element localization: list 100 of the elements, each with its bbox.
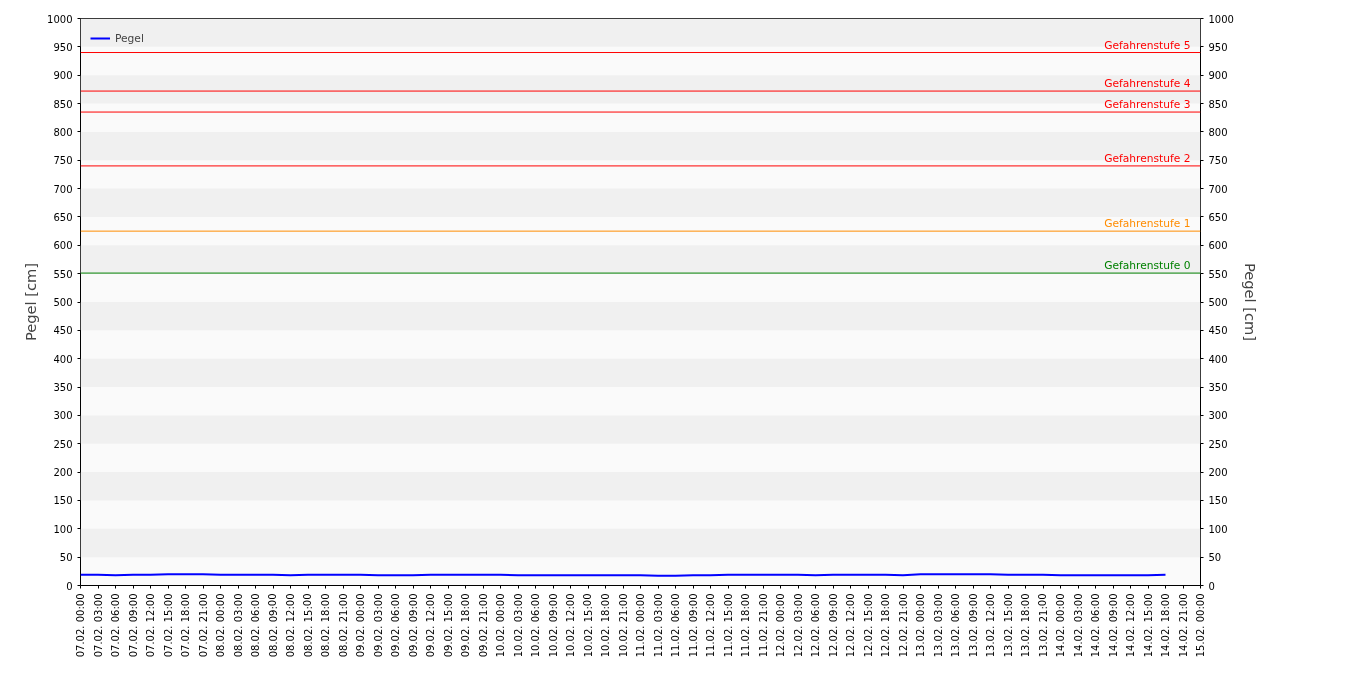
x-tick-label: 11.02. 21:00 [757,593,769,658]
y2-axis-title: Pegel [cm] [1241,262,1259,342]
y-tick-label: 1000 [47,13,73,25]
y-tick-label: 500 [53,297,73,308]
y2-tick-label: 50 [1208,552,1222,564]
x-tick-label: 12.02. 18:00 [880,593,891,658]
x-tick-label: 10.02. 21:00 [617,593,629,658]
y2-tick-label: 800 [1208,126,1228,138]
y-tick-label: 850 [53,98,73,110]
y-tick-label: 0 [66,580,73,592]
x-tick-label: 07.02. 03:00 [92,593,104,658]
y-tick-label: 600 [53,240,73,252]
y2-tick-label: 300 [1208,410,1228,422]
y2-tick-label: 550 [1208,268,1228,280]
y-tick-label: 300 [53,410,73,422]
x-tick-label: 13.02. 03:00 [932,593,944,658]
legend-label: Pegel [115,31,144,45]
y-axis-title: Pegel [cm] [22,262,40,342]
x-tick-label: 14.02. 15:00 [1142,593,1154,658]
y-tick-label: 700 [53,183,73,195]
x-tick-label: 08.02. 18:00 [320,593,331,658]
x-tick-label: 14.02. 12:00 [1125,593,1136,658]
x-tick-label: 07.02. 18:00 [180,593,191,658]
x-tick-label: 12.02. 00:00 [775,593,786,658]
x-tick-label: 12.02. 03:00 [792,593,804,658]
ref-line-label: Gefahrenstufe 5 [1104,38,1191,52]
x-tick-label: 08.02. 03:00 [232,593,244,658]
x-tick-label: 12.02. 15:00 [862,593,874,658]
x-tick-label: 11.02. 15:00 [722,593,734,658]
x-tick-label: 13.02. 18:00 [1020,593,1031,658]
ref-line-label: Gefahrenstufe 1 [1104,217,1191,231]
x-tick-label: 15.02. 00:00 [1195,593,1206,658]
x-tick-label: 07.02. 00:00 [75,593,86,658]
x-tick-label: 13.02. 00:00 [915,593,926,658]
y-tick-label: 550 [53,268,73,280]
x-tick-label: 09.02. 03:00 [372,593,384,658]
y2-tick-label: 500 [1208,297,1228,308]
y-tick-label: 450 [53,325,73,337]
y2-tick-label: 450 [1208,325,1228,337]
x-tick-label: 09.02. 09:00 [407,593,419,658]
x-tick-label: 09.02. 06:00 [390,593,401,658]
x-tick-label: 14.02. 18:00 [1160,593,1171,658]
x-tick-label: 08.02. 12:00 [285,593,296,658]
x-tick-label: 08.02. 15:00 [302,593,314,658]
x-tick-label: 07.02. 15:00 [162,593,174,658]
x-tick-label: 10.02. 18:00 [600,593,611,658]
x-tick-label: 12.02. 12:00 [845,593,856,658]
y-tick-label: 200 [53,467,73,479]
x-tick-label: 13.02. 12:00 [985,593,996,658]
x-tick-label: 09.02. 00:00 [355,593,366,658]
y2-tick-label: 350 [1208,382,1228,394]
x-tick-label: 10.02. 12:00 [565,593,576,658]
y-tick-label: 750 [53,155,73,167]
y-tick-label: 650 [53,211,73,223]
x-tick-label: 13.02. 15:00 [1002,593,1014,658]
ref-line-label: Gefahrenstufe 4 [1104,77,1191,91]
y2-tick-label: 400 [1208,353,1228,365]
y2-tick-label: 100 [1208,523,1228,535]
y-tick-label: 400 [53,353,73,365]
x-tick-label: 11.02. 03:00 [652,593,664,658]
x-tick-label: 11.02. 18:00 [740,593,751,658]
x-tick-label: 07.02. 21:00 [197,593,209,658]
x-tick-label: 09.02. 21:00 [477,593,489,658]
x-tick-label: 09.02. 15:00 [442,593,454,658]
x-tick-label: 13.02. 21:00 [1037,593,1049,658]
x-tick-label: 12.02. 21:00 [897,593,909,658]
x-tick-label: 14.02. 21:00 [1177,593,1189,658]
y2-tick-label: 0 [1208,580,1215,592]
x-tick-label: 09.02. 18:00 [460,593,471,658]
y2-tick-label: 150 [1208,495,1228,507]
x-tick-label: 10.02. 09:00 [547,593,559,658]
x-tick-label: 13.02. 06:00 [950,593,961,658]
x-tick-label: 11.02. 09:00 [687,593,699,658]
y-tick-label: 50 [59,552,73,564]
x-tick-label: 11.02. 00:00 [635,593,646,658]
x-tick-label: 12.02. 09:00 [827,593,839,658]
y2-tick-label: 200 [1208,467,1228,479]
y2-tick-label: 1000 [1208,13,1234,25]
y2-tick-label: 850 [1208,98,1228,110]
y-tick-label: 250 [53,438,73,450]
x-tick-label: 10.02. 15:00 [582,593,594,658]
y2-tick-label: 650 [1208,211,1228,223]
y-tick-label: 950 [53,41,73,53]
x-tick-label: 12.02. 06:00 [810,593,821,658]
y2-tick-label: 600 [1208,240,1228,252]
x-tick-label: 08.02. 06:00 [250,593,261,658]
x-tick-label: 09.02. 12:00 [425,593,436,658]
y-tick-label: 350 [53,382,73,394]
y-tick-label: 900 [53,70,73,82]
y2-tick-label: 700 [1208,183,1228,195]
x-tick-label: 07.02. 09:00 [127,593,139,658]
y2-tick-label: 950 [1208,41,1228,53]
ref-line-label: Gefahrenstufe 2 [1104,151,1191,165]
y-tick-label: 100 [53,523,73,535]
x-tick-label: 08.02. 21:00 [337,593,349,658]
x-tick-label: 07.02. 12:00 [145,593,156,658]
y-tick-label: 800 [53,126,73,138]
x-tick-label: 11.02. 06:00 [670,593,681,658]
x-tick-label: 10.02. 00:00 [495,593,506,658]
ref-line-label: Gefahrenstufe 0 [1104,259,1191,273]
